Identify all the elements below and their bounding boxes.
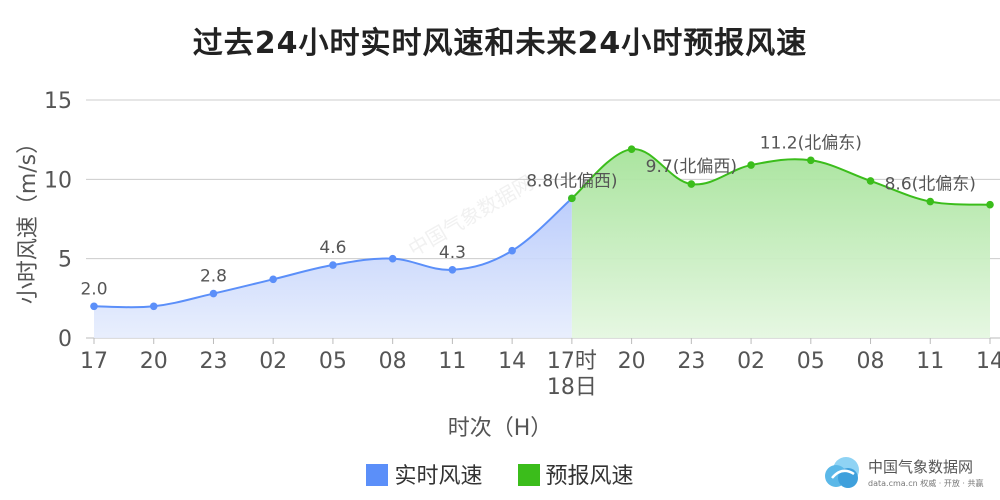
x-tick-label-1: 20 <box>140 349 168 374</box>
x-tick-label-7: 14 <box>498 349 526 374</box>
forecast-point-13[interactable] <box>866 177 875 185</box>
x-tick-label-8: 17时 <box>547 349 597 374</box>
observed-data-label-4: 4.6 <box>319 238 346 258</box>
forecast-point-15[interactable] <box>986 200 994 209</box>
chart-title: 过去24小时实时风速和未来24小时预报风速 <box>192 26 808 61</box>
observed-point-6[interactable] <box>448 265 457 274</box>
x-tick-label-5: 08 <box>379 349 407 374</box>
y-tick-label-3: 15 <box>44 89 72 114</box>
y-tick-label-0: 0 <box>58 327 72 352</box>
logo-name: 中国气象数据网 <box>868 458 974 476</box>
x-tick-label-9: 20 <box>618 349 646 374</box>
x-axis-label: 时次（H） <box>447 416 553 441</box>
legend-label-forecast: 预报风速 <box>545 464 634 489</box>
legend-swatch-observed <box>366 464 389 486</box>
observed-data-label-2: 2.8 <box>200 267 227 287</box>
x-tick-label-4: 05 <box>319 349 347 374</box>
x-tick-label-13: 08 <box>857 349 885 374</box>
observed-point-7[interactable] <box>508 246 516 255</box>
observed-data-label-6: 4.3 <box>439 243 466 263</box>
forecast-data-label-10: 9.7(北偏西) <box>646 157 737 177</box>
forecast-area <box>571 149 990 338</box>
legend-label-observed: 实时风速 <box>394 464 483 489</box>
forecast-point-12[interactable] <box>807 156 815 165</box>
observed-data-label-0: 2.0 <box>80 279 107 299</box>
observed-point-5[interactable] <box>388 254 397 263</box>
legend-swatch-forecast <box>517 464 540 486</box>
forecast-data-label-12: 11.2(北偏东) <box>760 133 862 153</box>
observed-point-1[interactable] <box>149 302 158 311</box>
forecast-data-label-14: 8.6(北偏东) <box>885 175 976 195</box>
x-tick-label-6: 11 <box>438 349 466 374</box>
legend-item-forecast[interactable]: 预报风速 <box>517 458 634 490</box>
date-marker-label: 18日 <box>547 375 597 400</box>
x-tick-label-14: 11 <box>916 349 944 374</box>
y-tick-label-1: 5 <box>58 248 72 273</box>
x-tick-label-11: 02 <box>737 349 765 374</box>
observed-point-4[interactable] <box>329 261 337 269</box>
forecast-point-9[interactable] <box>627 145 636 153</box>
legend: 实时风速 预报风速 <box>0 458 1000 490</box>
cloud-logo-icon <box>825 457 859 488</box>
x-tick-label-0: 17 <box>80 349 108 374</box>
observed-point-3[interactable] <box>269 275 278 284</box>
forecast-point-14[interactable] <box>926 197 935 206</box>
x-tick-label-3: 02 <box>259 349 287 374</box>
forecast-point-10[interactable] <box>687 180 696 188</box>
legend-item-observed[interactable]: 实时风速 <box>366 458 483 490</box>
forecast-data-label-8: 8.8(北偏西) <box>526 171 617 191</box>
logo-subtitle: data.cma.cn 权威 · 开放 · 共赢 <box>868 479 984 488</box>
forecast-point-8[interactable] <box>568 194 576 203</box>
observed-point-2[interactable] <box>209 289 218 298</box>
observed-point-0[interactable] <box>90 302 98 311</box>
x-tick-label-10: 23 <box>677 349 705 374</box>
x-tick-label-12: 05 <box>797 349 825 374</box>
y-axis-label: 小时风速（m/s） <box>16 131 41 305</box>
x-tick-label-2: 23 <box>199 349 227 374</box>
y-tick-label-2: 10 <box>44 168 72 193</box>
x-tick-label-15: 14 <box>976 349 1000 374</box>
forecast-point-11[interactable] <box>747 161 755 169</box>
cma-data-logo: 中国气象数据网 data.cma.cn 权威 · 开放 · 共赢 <box>822 452 992 494</box>
